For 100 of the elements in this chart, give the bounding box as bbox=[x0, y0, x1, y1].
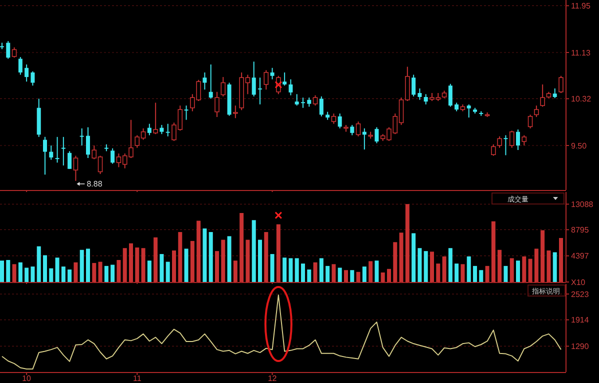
bar bbox=[178, 232, 182, 282]
bar bbox=[0, 260, 4, 282]
candlestick bbox=[412, 74, 416, 97]
bar bbox=[466, 256, 471, 282]
annotation: 8.88 bbox=[86, 180, 103, 189]
bar bbox=[61, 266, 66, 282]
candlestick bbox=[73, 155, 78, 182]
candlestick bbox=[49, 144, 54, 160]
bar bbox=[405, 204, 410, 282]
bar bbox=[498, 250, 502, 282]
candlestick bbox=[208, 64, 213, 100]
candlestick bbox=[80, 128, 84, 146]
bar bbox=[362, 266, 366, 282]
bar bbox=[479, 270, 484, 282]
bar bbox=[307, 270, 312, 282]
x-tick-label: 10 bbox=[22, 374, 32, 383]
candlestick bbox=[264, 70, 269, 90]
y-tick-label: 4397 bbox=[571, 252, 590, 261]
bar bbox=[160, 254, 164, 282]
candlestick bbox=[307, 97, 312, 108]
candlestick bbox=[153, 102, 158, 135]
bar bbox=[221, 240, 226, 282]
bar bbox=[92, 262, 96, 282]
bar bbox=[30, 266, 35, 282]
y-tick-label: 10.32 bbox=[571, 94, 592, 104]
candlestick bbox=[552, 88, 557, 99]
candlestick bbox=[68, 150, 72, 170]
candlestick bbox=[312, 94, 318, 106]
candlestick bbox=[497, 136, 502, 148]
candlestick bbox=[220, 76, 226, 97]
y-tick-label: 13088 bbox=[571, 200, 594, 209]
bar bbox=[55, 258, 60, 282]
bar bbox=[154, 237, 158, 282]
bar bbox=[319, 258, 324, 282]
bar bbox=[282, 258, 287, 282]
bar bbox=[43, 255, 47, 282]
bar bbox=[215, 251, 219, 282]
bar bbox=[202, 228, 207, 282]
candlestick bbox=[233, 105, 238, 119]
bar bbox=[12, 264, 16, 282]
bar bbox=[436, 264, 440, 282]
bar bbox=[448, 248, 452, 282]
bar bbox=[190, 240, 194, 282]
bar bbox=[528, 258, 532, 282]
bar bbox=[294, 258, 299, 282]
bar bbox=[80, 250, 84, 282]
candlestick bbox=[160, 124, 164, 135]
bar bbox=[270, 254, 274, 282]
bar bbox=[430, 252, 434, 282]
bar bbox=[172, 250, 176, 282]
bar bbox=[454, 264, 459, 282]
line-series bbox=[2, 294, 562, 370]
candlestick bbox=[374, 126, 379, 144]
candlestick bbox=[516, 129, 520, 151]
bar bbox=[491, 221, 496, 282]
bar bbox=[387, 268, 391, 282]
bar bbox=[74, 262, 78, 282]
bar bbox=[350, 270, 354, 282]
candlestick bbox=[270, 67, 274, 80]
bar bbox=[485, 266, 490, 282]
bar bbox=[393, 242, 398, 282]
candlestick bbox=[301, 97, 305, 108]
candlestick bbox=[558, 75, 564, 94]
bar bbox=[516, 260, 520, 282]
candlestick bbox=[418, 88, 422, 100]
bar bbox=[147, 260, 152, 282]
bar bbox=[135, 248, 140, 282]
bar bbox=[18, 262, 22, 282]
candlestick bbox=[319, 96, 324, 117]
candlestick bbox=[18, 56, 22, 76]
bar bbox=[6, 260, 10, 282]
bar bbox=[208, 232, 213, 282]
y-tick-label: 11.95 bbox=[571, 2, 591, 11]
bar bbox=[442, 256, 446, 282]
bar bbox=[98, 262, 102, 282]
bar bbox=[326, 266, 330, 282]
candlestick bbox=[43, 136, 47, 176]
candlestick bbox=[86, 126, 90, 159]
bar bbox=[233, 260, 238, 282]
bar bbox=[552, 252, 557, 282]
bar bbox=[116, 260, 121, 282]
bar bbox=[141, 248, 146, 282]
bar bbox=[338, 268, 342, 282]
candlestick bbox=[184, 105, 188, 120]
y-tick-label: 2523 bbox=[571, 290, 590, 299]
y-tick-label: X10 bbox=[571, 278, 586, 287]
candlestick bbox=[61, 136, 66, 166]
bar bbox=[276, 224, 280, 282]
candlestick bbox=[6, 40, 10, 60]
candlestick bbox=[331, 113, 336, 124]
candlestick bbox=[147, 123, 152, 136]
bar bbox=[313, 262, 318, 282]
bar bbox=[264, 232, 268, 282]
bar bbox=[122, 248, 127, 282]
candlestick bbox=[424, 94, 428, 105]
candlestick bbox=[338, 113, 342, 129]
bar bbox=[332, 264, 336, 282]
bar bbox=[301, 264, 305, 282]
candlestick bbox=[110, 148, 115, 164]
candlestick bbox=[166, 123, 170, 137]
